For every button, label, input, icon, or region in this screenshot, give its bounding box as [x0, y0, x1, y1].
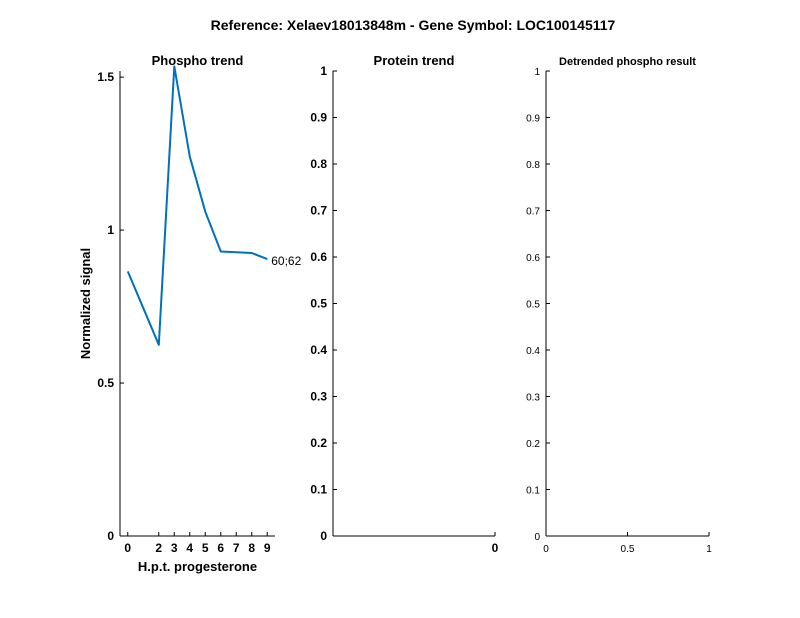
y-tick-label: 1 [534, 67, 540, 78]
x-tick-label: 4 [186, 541, 193, 555]
panel-title: Protein trend [374, 53, 455, 68]
y-tick-label: 0.4 [310, 343, 327, 357]
x-tick-label: 9 [264, 541, 271, 555]
y-tick-label: 0.8 [310, 157, 327, 171]
y-tick-label: 1.5 [97, 70, 114, 84]
y-tick-label: 0.1 [526, 486, 540, 497]
x-tick-label: 0.5 [621, 544, 635, 555]
y-tick-label: 0.4 [526, 346, 540, 357]
x-tick-label: 0 [124, 541, 131, 555]
panel-2: Protein trend 0 0.1 0.2 0.3 0.4 0.5 0.6 0.7 0.8 0.… [310, 53, 498, 555]
x-tick-label: 3 [171, 541, 178, 555]
y-tick-label: 0 [534, 532, 540, 543]
y-tick-label: 0.1 [310, 483, 327, 497]
y-tick-label: 0.8 [526, 160, 540, 171]
series-line-1 [126, 65, 268, 346]
y-tick-label: 0.3 [526, 393, 540, 404]
y-tick-label: 0.9 [526, 114, 540, 125]
panel-1: Phospho trend 0 0.5 1 1.5 0 2 3 4 5 6 7 8 9 H.p.t. pro… [78, 53, 302, 574]
x-tick-label: 8 [248, 541, 255, 555]
y-tick-label: 1 [107, 223, 114, 237]
x-tick-label: 7 [233, 541, 240, 555]
y-tick-label: 0 [107, 529, 114, 543]
panel-3: Detrended phospho result 0 0.1 0.2 0.3 0.4 0.5… [526, 56, 712, 555]
y-tick-label: 0.5 [97, 376, 114, 390]
y-tick-label: 0.7 [310, 204, 327, 218]
x-tick-label: 0 [543, 544, 549, 555]
y-axis-label: Normalized signal [78, 248, 93, 359]
figure-title: Reference: Xelaev18013848m - Gene Symbol… [211, 17, 616, 33]
y-tick-label: 0.9 [310, 111, 327, 125]
x-tick-label: 6 [217, 541, 224, 555]
y-tick-label: 0.2 [526, 439, 540, 450]
x-axis-label: H.p.t. progesterone [138, 559, 257, 574]
y-tick-label: 0.5 [310, 297, 327, 311]
y-tick-label: 0.5 [526, 300, 540, 311]
panels: Phospho trend 0 0.5 1 1.5 0 2 3 4 5 6 7 8 9 H.p.t. pro… [78, 53, 712, 574]
y-tick-label: 0 [320, 529, 327, 543]
y-tick-label: 0.6 [526, 253, 540, 264]
y-tick-label: 1 [320, 64, 327, 78]
panel-title: Phospho trend [152, 53, 244, 68]
x-tick-label: 0 [492, 541, 499, 555]
y-tick-label: 0.6 [310, 250, 327, 264]
x-tick-label: 2 [155, 541, 162, 555]
y-tick-label: 0.7 [526, 207, 540, 218]
series-annotation: 60;62 [271, 254, 301, 268]
x-tick-label: 1 [706, 544, 712, 555]
x-tick-label: 5 [202, 541, 209, 555]
panel-title: Detrended phospho result [559, 56, 696, 68]
y-tick-label: 0.2 [310, 436, 327, 450]
y-tick-label: 0.3 [310, 390, 327, 404]
